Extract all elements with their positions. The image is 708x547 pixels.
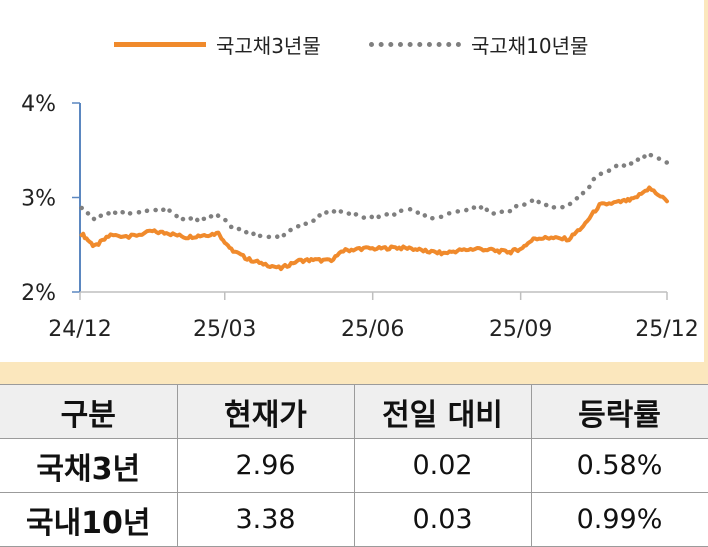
header-category: 구분 [0,384,178,439]
legend-item-3y: 국고채3년물 [114,26,321,62]
legend-label-3y: 국고채3년물 [216,33,321,58]
daily-change-cell: 0.02 [353,438,532,493]
x-tick-label: 24/12 [48,317,111,342]
current-price-cell: 2.96 [176,438,355,493]
legend-label-10y: 국고채10년물 [471,33,589,58]
table-header-row: 구분 현재가 전일 대비 등락률 [0,384,708,439]
y-tick-label: 4% [21,92,56,117]
x-tick-label: 25/12 [635,317,698,342]
x-tick-label: 25/03 [193,317,256,342]
legend-swatch-3y [114,41,206,47]
header-daily-change: 전일 대비 [353,384,532,439]
change-rate-cell: 0.99% [530,492,708,547]
series-line-0 [79,185,669,272]
x-tick-label: 25/09 [489,317,552,342]
chart-panel [0,0,704,362]
yield-chart: 2% 3% 4% 24/12 25/03 25/06 25/09 25/12 [21,92,699,342]
x-tick-label: 25/06 [341,317,404,342]
separator-strip [0,362,708,384]
table-row: 국채3년 2.96 0.02 0.58% [0,438,708,493]
yield-table: 구분 현재가 전일 대비 등락률 국채3년 2.96 0.02 0.58% 국내… [0,384,708,547]
row-label: 국채3년 [0,438,178,493]
legend-item-10y: 국고채10년물 [369,26,588,62]
table-row: 국내10년 3.38 0.03 0.99% [0,492,708,547]
legend-swatch-10y [369,41,461,47]
current-price-cell: 3.38 [176,492,355,547]
change-rate-cell: 0.58% [530,438,708,493]
series-line-1 [79,152,670,241]
daily-change-cell: 0.03 [353,492,532,547]
y-tick-label: 2% [21,281,56,306]
header-current-price: 현재가 [176,384,355,439]
y-tick-label: 3% [21,187,56,212]
row-label: 국내10년 [0,492,178,547]
header-change-rate: 등락률 [530,384,708,439]
